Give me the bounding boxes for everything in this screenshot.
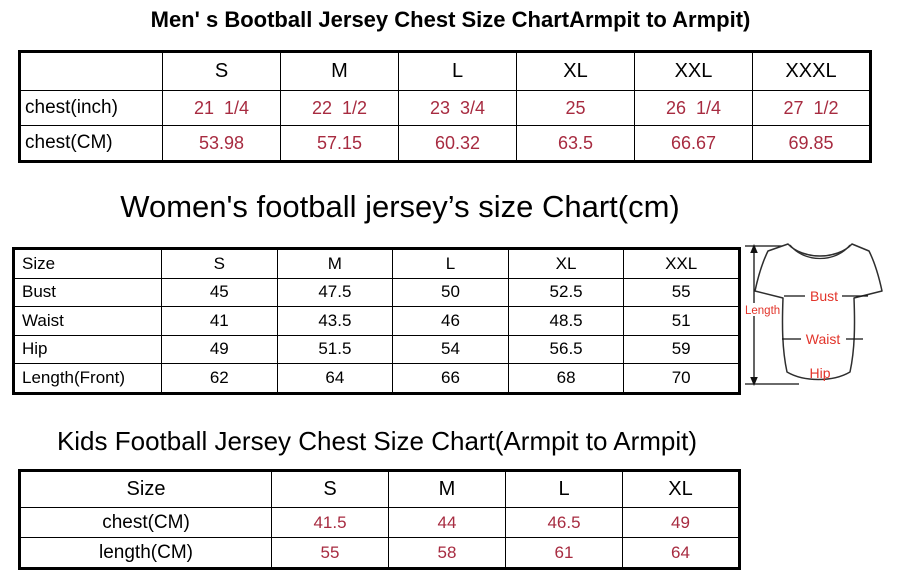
mens-size-table: S M L XL XXL XXXL chest(inch) 21 1/4 22 …	[18, 50, 872, 163]
size-value: 68	[507, 363, 625, 394]
womens-chart-title: Women's football jersey’s size Chart(cm)	[120, 189, 680, 224]
size-value: 46	[392, 306, 509, 336]
column-header: L	[505, 470, 623, 508]
table-row: Bust 45 47.5 50 52.5 55	[13, 277, 740, 307]
column-header: S	[271, 470, 389, 508]
row-label: chest(inch)	[19, 90, 163, 126]
size-value: 49	[622, 507, 740, 538]
size-value: 70	[623, 363, 740, 394]
size-value: 56.5	[507, 334, 625, 364]
arrow-up-icon	[750, 244, 758, 253]
size-value: 54	[392, 334, 509, 364]
table-row: Hip 49 51.5 54 56.5 59	[13, 334, 740, 364]
size-value: 50	[392, 277, 509, 307]
size-value: 27 1/2	[752, 90, 871, 126]
size-value: 41	[161, 306, 278, 336]
size-value: 49	[161, 334, 278, 364]
column-header: M	[276, 248, 394, 279]
size-value: 25	[516, 90, 635, 126]
size-value: 53.98	[162, 125, 281, 162]
size-value: 45	[161, 277, 278, 307]
size-value: 44	[388, 507, 506, 538]
row-label: Bust	[13, 277, 162, 307]
column-header: Size	[19, 470, 272, 508]
table-header-row: Size S M L XL	[19, 470, 740, 508]
size-value: 41.5	[271, 507, 389, 538]
column-header: L	[398, 51, 517, 91]
size-value: 63.5	[516, 125, 635, 162]
column-header: S	[161, 248, 278, 279]
table-header-row: Size S M L XL XXL	[13, 248, 740, 279]
size-value: 51.5	[276, 334, 394, 364]
column-header: M	[388, 470, 506, 508]
column-header: XXL	[623, 248, 740, 279]
size-value: 21 1/4	[162, 90, 281, 126]
size-value: 55	[271, 537, 389, 569]
size-value: 58	[388, 537, 506, 569]
hip-label: Hip	[809, 365, 830, 381]
size-value: 48.5	[507, 306, 625, 336]
size-value: 60.32	[398, 125, 517, 162]
kids-chart-title: Kids Football Jersey Chest Size Chart(Ar…	[56, 426, 698, 456]
column-header: XL	[507, 248, 625, 279]
column-header: XXXL	[752, 51, 871, 91]
size-value: 62	[161, 363, 278, 394]
size-value: 55	[623, 277, 740, 307]
size-value: 64	[622, 537, 740, 569]
length-label-bg	[743, 303, 781, 316]
size-value: 26 1/4	[634, 90, 753, 126]
size-value: 57.15	[280, 125, 399, 162]
size-value: 46.5	[505, 507, 623, 538]
size-value: 66.67	[634, 125, 753, 162]
size-value: 51	[623, 306, 740, 336]
row-label: Waist	[13, 306, 162, 336]
column-header: M	[280, 51, 399, 91]
row-label: Length(Front)	[13, 363, 162, 394]
row-label: length(CM)	[19, 537, 272, 569]
column-header: XXL	[634, 51, 753, 91]
column-header: XL	[622, 470, 740, 508]
table-row: chest(inch) 21 1/4 22 1/2 23 3/4 25 26 1…	[19, 90, 871, 126]
column-header: XL	[516, 51, 635, 91]
womens-size-table: Size S M L XL XXL Bust 45 47.5 50 52.5 5…	[12, 247, 741, 395]
row-label: Hip	[13, 334, 162, 364]
size-value: 52.5	[507, 277, 625, 307]
size-value: 22 1/2	[280, 90, 399, 126]
corner-cell	[19, 51, 163, 91]
size-value: 59	[623, 334, 740, 364]
waist-label: Waist	[806, 331, 841, 347]
table-row: chest(CM) 53.98 57.15 60.32 63.5 66.67 6…	[19, 125, 871, 162]
table-row: Length(Front) 62 64 66 68 70	[13, 363, 740, 394]
tshirt-outline	[754, 243, 883, 381]
bust-label: Bust	[810, 288, 838, 304]
length-label: Length	[745, 305, 780, 317]
size-value: 23 3/4	[398, 90, 517, 126]
row-label: Size	[13, 248, 162, 279]
table-row: length(CM) 55 58 61 64	[19, 537, 740, 569]
size-value: 69.85	[752, 125, 871, 162]
size-value: 61	[505, 537, 623, 569]
arrow-down-icon	[750, 377, 758, 386]
table-row: chest(CM) 41.5 44 46.5 49	[19, 507, 740, 538]
size-value: 47.5	[276, 277, 394, 307]
size-value: 43.5	[276, 306, 394, 336]
row-label: chest(CM)	[19, 125, 163, 162]
mens-chart-title: Men' s Bootball Jersey Chest Size ChartA…	[150, 7, 751, 32]
collar-line	[789, 244, 851, 259]
column-header: S	[162, 51, 281, 91]
size-value: 64	[276, 363, 394, 394]
tshirt-measurement-diagram: Bust Waist Hip Length	[743, 243, 883, 386]
kids-size-table: Size S M L XL chest(CM) 41.5 44 46.5 49 …	[18, 469, 741, 570]
table-row: Waist 41 43.5 46 48.5 51	[13, 306, 740, 336]
table-header-row: S M L XL XXL XXXL	[19, 51, 871, 91]
size-value: 66	[392, 363, 509, 394]
row-label: chest(CM)	[19, 507, 272, 538]
column-header: L	[392, 248, 509, 279]
